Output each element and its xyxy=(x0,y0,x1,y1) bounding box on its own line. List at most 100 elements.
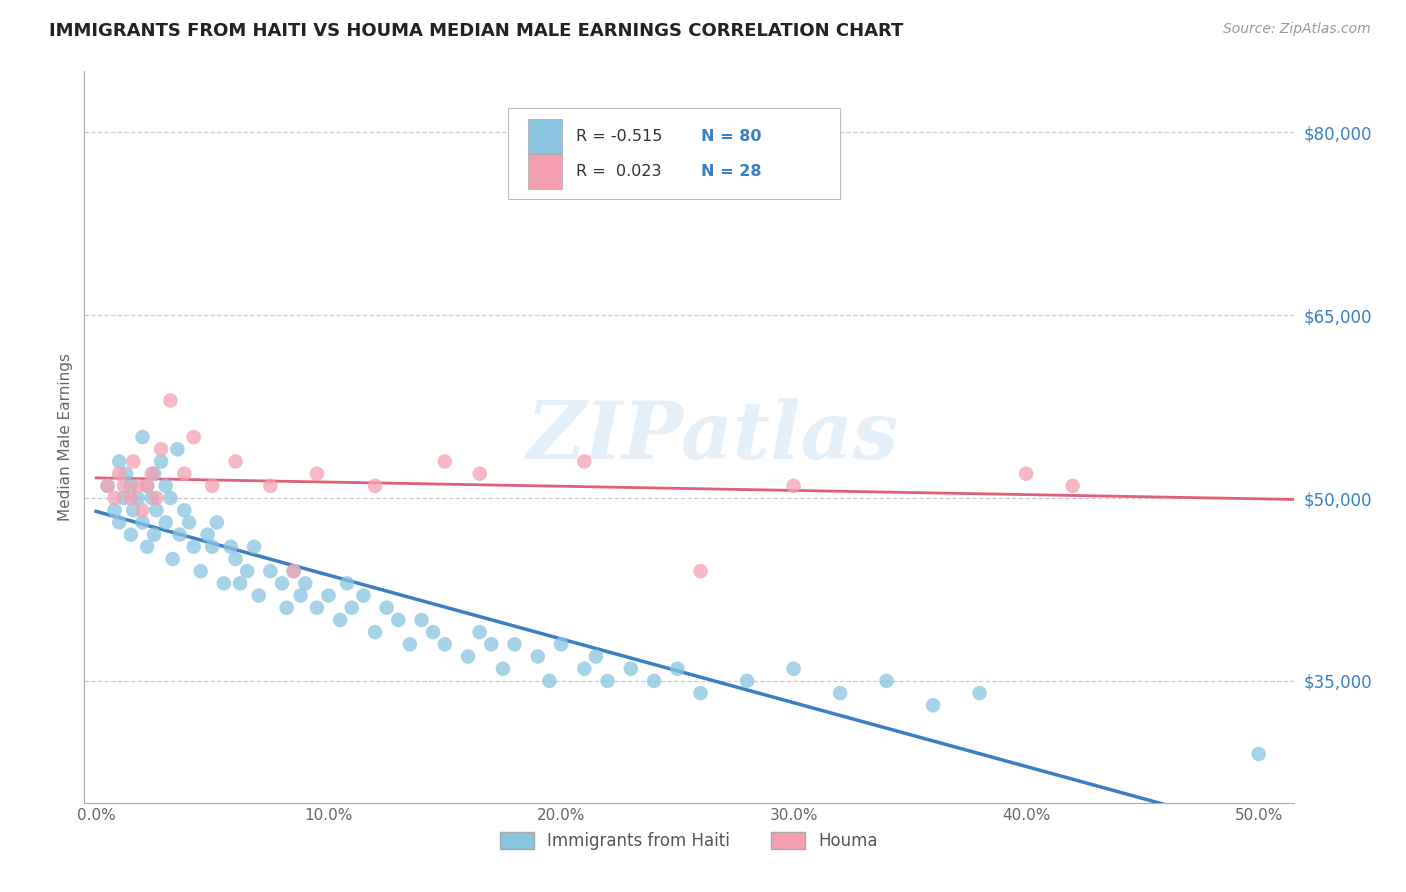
Point xyxy=(136,479,159,493)
Point xyxy=(243,540,266,554)
Point xyxy=(259,564,281,578)
Point xyxy=(150,454,173,468)
Point xyxy=(492,662,515,676)
Point xyxy=(782,662,804,676)
Point xyxy=(276,600,298,615)
Point xyxy=(155,516,177,530)
Point xyxy=(387,613,409,627)
Point xyxy=(177,516,200,530)
Point xyxy=(735,673,758,688)
Text: ZIPatlas: ZIPatlas xyxy=(527,399,900,475)
Text: R =  0.023: R = 0.023 xyxy=(576,164,662,179)
Point xyxy=(340,600,363,615)
Point xyxy=(190,564,212,578)
Point xyxy=(1015,467,1038,481)
Point xyxy=(97,479,120,493)
Text: Source: ZipAtlas.com: Source: ZipAtlas.com xyxy=(1223,22,1371,37)
Point xyxy=(120,527,142,541)
Point xyxy=(364,479,387,493)
Point xyxy=(197,527,219,541)
Point xyxy=(1247,747,1270,761)
Point xyxy=(183,430,205,444)
Point xyxy=(620,662,643,676)
Point xyxy=(271,576,294,591)
Point xyxy=(159,491,181,505)
Point xyxy=(305,467,328,481)
Point xyxy=(169,527,191,541)
Point xyxy=(141,491,163,505)
Point xyxy=(104,491,127,505)
Point xyxy=(212,576,235,591)
Point xyxy=(336,576,359,591)
Point xyxy=(159,393,181,408)
Text: R = -0.515: R = -0.515 xyxy=(576,129,662,144)
Text: N = 80: N = 80 xyxy=(702,129,762,144)
Point xyxy=(115,467,138,481)
Point xyxy=(122,454,145,468)
Point xyxy=(136,479,159,493)
Point xyxy=(259,479,281,493)
Point xyxy=(283,564,305,578)
Point xyxy=(247,589,270,603)
Point xyxy=(290,589,312,603)
Point xyxy=(173,503,195,517)
Point xyxy=(127,491,149,505)
FancyBboxPatch shape xyxy=(508,108,841,200)
Point xyxy=(120,491,142,505)
Point xyxy=(479,637,502,651)
Point xyxy=(596,673,619,688)
Point xyxy=(127,479,149,493)
Point xyxy=(468,625,491,640)
Point xyxy=(550,637,572,651)
Text: N = 28: N = 28 xyxy=(702,164,762,179)
Point xyxy=(136,540,159,554)
Point xyxy=(122,503,145,517)
Point xyxy=(166,442,188,457)
Legend: Immigrants from Haiti, Houma: Immigrants from Haiti, Houma xyxy=(494,825,884,856)
Point xyxy=(468,467,491,481)
Point xyxy=(352,589,374,603)
Point xyxy=(131,503,153,517)
Point xyxy=(131,430,153,444)
Point xyxy=(183,540,205,554)
Point xyxy=(666,662,689,676)
Point xyxy=(329,613,352,627)
Point xyxy=(145,503,167,517)
Point xyxy=(229,576,252,591)
Point xyxy=(141,467,163,481)
Point xyxy=(538,673,561,688)
Point xyxy=(225,454,247,468)
Point xyxy=(364,625,387,640)
Point xyxy=(131,516,153,530)
Point xyxy=(574,454,596,468)
FancyBboxPatch shape xyxy=(529,119,562,154)
Point xyxy=(294,576,316,591)
Point xyxy=(689,564,711,578)
Point xyxy=(150,442,173,457)
Point xyxy=(201,479,224,493)
Point xyxy=(922,698,945,713)
Point xyxy=(283,564,305,578)
Point xyxy=(411,613,433,627)
Point xyxy=(433,637,456,651)
Text: IMMIGRANTS FROM HAITI VS HOUMA MEDIAN MALE EARNINGS CORRELATION CHART: IMMIGRANTS FROM HAITI VS HOUMA MEDIAN MA… xyxy=(49,22,904,40)
FancyBboxPatch shape xyxy=(529,154,562,189)
Point xyxy=(225,552,247,566)
Y-axis label: Median Male Earnings: Median Male Earnings xyxy=(58,353,73,521)
Point xyxy=(112,479,135,493)
Point xyxy=(173,467,195,481)
Point xyxy=(143,467,166,481)
Point xyxy=(201,540,224,554)
Point xyxy=(527,649,550,664)
Point xyxy=(305,600,328,615)
Point xyxy=(97,479,120,493)
Point xyxy=(422,625,444,640)
Point xyxy=(457,649,479,664)
Point xyxy=(689,686,711,700)
Point xyxy=(1062,479,1084,493)
Point xyxy=(143,527,166,541)
Point xyxy=(574,662,596,676)
Point xyxy=(112,491,135,505)
Point xyxy=(782,479,804,493)
Point xyxy=(876,673,898,688)
